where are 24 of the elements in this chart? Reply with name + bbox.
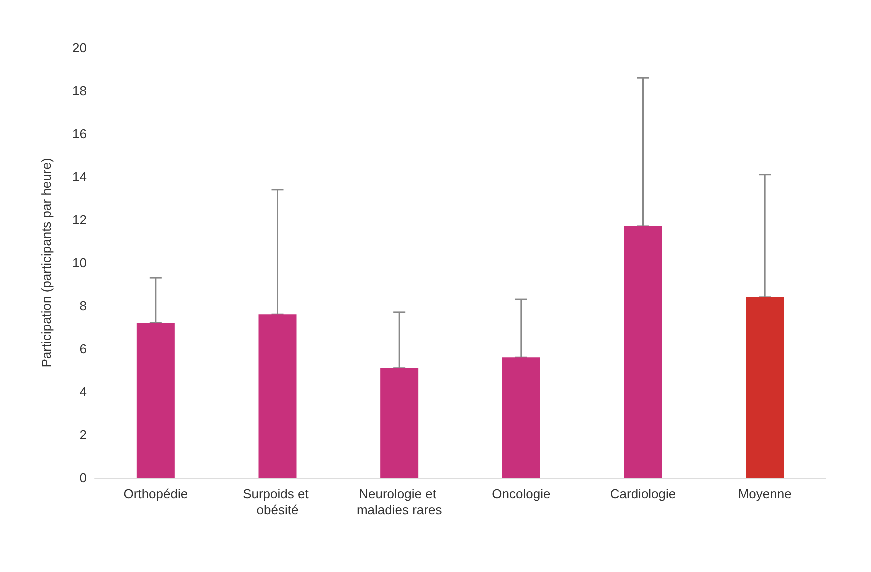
- x-tick-label: Moyenne: [738, 486, 792, 502]
- bar: [380, 368, 419, 478]
- y-tick-label: 2: [80, 428, 87, 442]
- y-tick-label: 6: [80, 342, 87, 356]
- bar: [624, 226, 662, 478]
- x-tick-label: Oncologie: [492, 486, 551, 502]
- y-tick-label: 10: [72, 256, 87, 270]
- y-tick-label: 4: [80, 384, 87, 400]
- x-tick-label: Orthopédie: [124, 486, 188, 502]
- y-tick-label: 14: [72, 170, 87, 184]
- y-tick-label: 18: [72, 84, 87, 98]
- y-tick-label: 20: [72, 40, 87, 56]
- y-tick-label: 8: [80, 298, 87, 314]
- bar: [136, 323, 175, 478]
- y-axis-title: Participation (participants par heure): [39, 158, 54, 368]
- x-tick-label: Neurologie et maladies rares: [356, 486, 443, 518]
- y-tick-label: 12: [72, 212, 87, 228]
- y-tick-label: 16: [72, 126, 87, 142]
- bar: [746, 297, 784, 478]
- x-tick-label: Surpoids et obésité: [243, 486, 312, 518]
- x-tick-label: Cardiologie: [610, 486, 676, 502]
- bar: [258, 314, 297, 478]
- bar: [502, 358, 540, 478]
- y-tick-label: 0: [80, 470, 87, 486]
